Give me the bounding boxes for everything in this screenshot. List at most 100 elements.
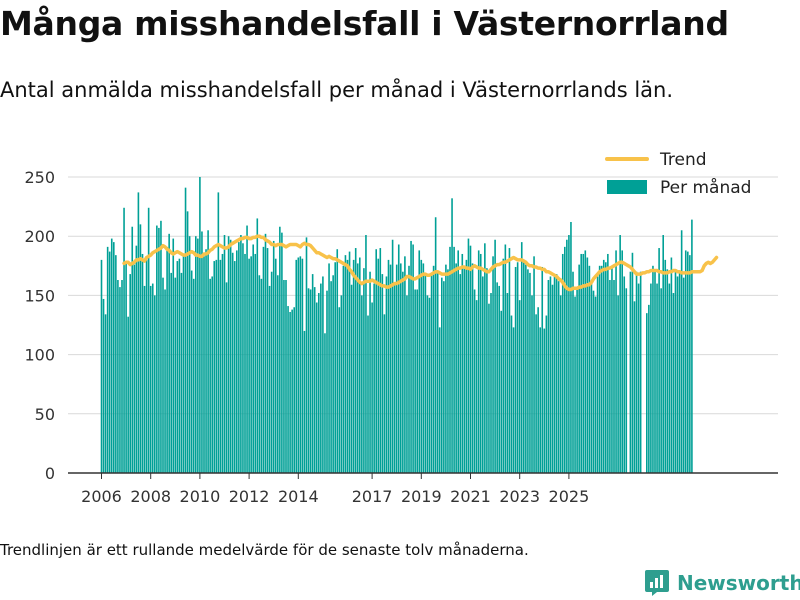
- bar: [578, 264, 580, 473]
- bar: [164, 289, 166, 473]
- bar: [625, 288, 628, 473]
- bar: [123, 207, 125, 473]
- x-tick-label: 2010: [180, 487, 221, 506]
- bar: [490, 293, 492, 473]
- bar: [572, 271, 574, 473]
- bar: [104, 314, 107, 473]
- bar: [299, 256, 302, 473]
- bar: [463, 266, 466, 473]
- bar: [422, 263, 425, 473]
- bar: [199, 177, 201, 473]
- bar: [432, 265, 435, 473]
- bar: [361, 295, 363, 473]
- bar: [531, 295, 533, 473]
- bar: [555, 274, 558, 473]
- bar: [676, 276, 679, 473]
- bar: [391, 239, 394, 473]
- chart-subtitle: Antal anmälda misshandelsfall per månad …: [0, 78, 674, 102]
- bar: [268, 285, 271, 473]
- bar: [449, 246, 451, 473]
- bar: [623, 276, 626, 473]
- bar: [447, 269, 449, 473]
- bar: [607, 253, 609, 473]
- bar: [133, 264, 136, 473]
- bar: [580, 253, 582, 473]
- bar: [471, 263, 474, 473]
- bar: [551, 284, 554, 473]
- bar: [137, 192, 140, 473]
- bar: [246, 225, 248, 473]
- y-tick-label: 200: [24, 227, 55, 246]
- bar: [330, 281, 332, 473]
- bar: [359, 257, 361, 473]
- bar: [586, 257, 589, 473]
- bar: [166, 246, 168, 473]
- brand-logo[interactable]: Newsworthy: [644, 569, 800, 597]
- bar: [119, 287, 121, 473]
- bar: [313, 287, 316, 473]
- bar: [434, 217, 437, 473]
- bar: [637, 283, 640, 473]
- bar: [201, 231, 203, 473]
- bar: [221, 253, 224, 473]
- bar: [459, 274, 462, 473]
- y-axis-ticks: 0 50 100 150 200 250: [24, 168, 55, 483]
- bar: [182, 253, 185, 473]
- bar: [393, 283, 396, 473]
- bar: [301, 258, 304, 473]
- bar: [482, 276, 484, 473]
- bar: [192, 278, 195, 473]
- bar: [151, 283, 154, 473]
- bar: [379, 248, 382, 473]
- bar: [205, 249, 207, 473]
- bar: [484, 243, 486, 473]
- bar: [129, 274, 131, 473]
- bar: [209, 278, 211, 473]
- bar: [147, 207, 150, 473]
- bar: [315, 302, 318, 473]
- bar: [668, 283, 671, 473]
- bar: [217, 192, 220, 473]
- bar: [340, 295, 343, 473]
- bar: [108, 251, 111, 473]
- bar: [389, 264, 392, 473]
- bar: [346, 259, 349, 473]
- bar: [633, 301, 636, 473]
- page-title: Många misshandelsfall i Västernorrland: [0, 4, 729, 43]
- bar: [539, 327, 541, 473]
- bar: [402, 271, 404, 473]
- bar: [541, 266, 544, 473]
- trend-line-group: [122, 234, 719, 292]
- bar: [115, 255, 117, 473]
- bar: [584, 250, 587, 473]
- trend-line: [122, 234, 719, 292]
- legend-trend-label: Trend: [659, 150, 707, 170]
- bar: [486, 268, 488, 473]
- x-tick-label: 2023: [499, 487, 540, 506]
- bar: [674, 269, 677, 473]
- bar: [287, 306, 289, 473]
- bar: [363, 268, 365, 473]
- bar: [691, 219, 693, 473]
- bar: [381, 274, 384, 473]
- brand-name: Newsworthy: [677, 571, 800, 595]
- bar: [678, 271, 681, 473]
- bar: [629, 271, 632, 473]
- bar: [248, 258, 250, 473]
- bar: [520, 242, 523, 473]
- bar: [568, 235, 570, 473]
- bar: [223, 235, 226, 473]
- bar: [377, 258, 380, 473]
- bar-chart-logo-icon: [645, 570, 669, 596]
- bar: [158, 227, 160, 473]
- x-tick-label: 2008: [130, 487, 171, 506]
- bar: [197, 238, 199, 473]
- x-tick-label: 2014: [278, 487, 319, 506]
- bar: [475, 300, 478, 473]
- bar: [272, 240, 275, 473]
- footnote: Trendlinjen är ett rullande medelvärde f…: [0, 541, 529, 559]
- y-tick-label: 100: [24, 346, 55, 365]
- bar: [170, 272, 172, 473]
- bar: [184, 187, 187, 473]
- bar: [438, 327, 441, 473]
